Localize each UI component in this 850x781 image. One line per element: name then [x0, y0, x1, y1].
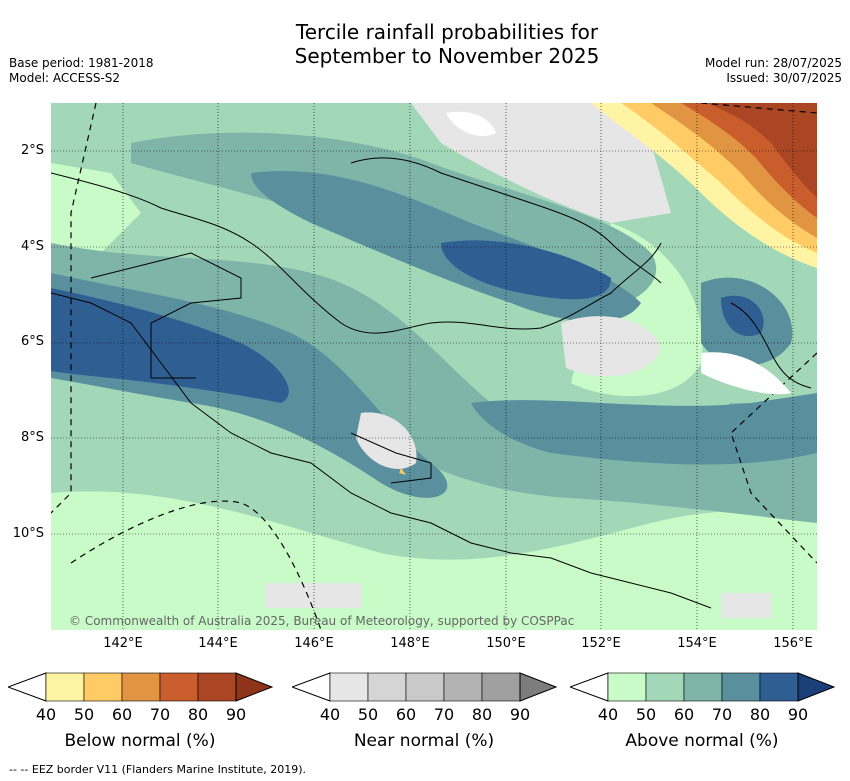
colorbar-below-normal — [8, 672, 274, 702]
lat-label-6s: 6°S — [20, 334, 44, 349]
lat-label-2s: 2°S — [20, 143, 44, 158]
region-near-40-southeast — [721, 593, 771, 618]
above-tick-40: 40 — [597, 705, 619, 724]
above-tick-80: 80 — [749, 705, 771, 724]
title-line-2: September to November 2025 — [294, 44, 600, 68]
grid-lines — [51, 103, 817, 630]
near-normal-title: Near normal (%) — [353, 731, 495, 751]
below-tick-70: 70 — [149, 705, 171, 724]
metadata-left: Base period: 1981-2018 Model: ACCESS-S2 — [9, 56, 154, 86]
lon-label-156e: 156°E — [773, 636, 813, 651]
near-tick-70: 70 — [433, 705, 455, 724]
region-above-80-north — [441, 240, 611, 300]
near-normal-gap-east — [701, 352, 791, 395]
model-run-date: Model run: 28/07/2025 — [704, 56, 842, 70]
near-tick-40: 40 — [319, 705, 341, 724]
coastlines — [51, 157, 812, 609]
title-line-1: Tercile rainfall probabilities for — [295, 20, 599, 44]
region-above-80-southwest — [51, 288, 289, 403]
region-above-40-west — [51, 163, 141, 263]
colorbar-above-normal — [570, 672, 836, 702]
below-normal-speck — [399, 468, 406, 475]
copyright-text: © Commonwealth of Australia 2025, Bureau… — [69, 614, 575, 628]
near-tick-60: 60 — [395, 705, 417, 724]
region-near-40-southwest — [266, 583, 361, 608]
below-tick-80: 80 — [187, 705, 209, 724]
map-title: Tercile rainfall probabilities for Septe… — [0, 20, 850, 68]
base-period: Base period: 1981-2018 — [9, 56, 154, 70]
metadata-right: Model run: 28/07/2025 Issued: 30/07/2025 — [705, 56, 842, 86]
model-name: Model: ACCESS-S2 — [9, 71, 121, 85]
lon-label-146e: 146°E — [294, 636, 334, 651]
above-normal-title: Above normal (%) — [625, 731, 779, 751]
region-above-40-south — [51, 491, 817, 630]
lon-label-144e: 144°E — [198, 636, 238, 651]
map-panel: © Commonwealth of Australia 2025, Bureau… — [51, 103, 817, 630]
region-above-70-east — [471, 393, 817, 465]
below-tick-50: 50 — [73, 705, 95, 724]
above-tick-90: 90 — [787, 705, 809, 724]
lon-label-152e: 152°E — [581, 636, 621, 651]
lat-label-10s: 10°S — [12, 526, 44, 541]
near-tick-90: 90 — [509, 705, 531, 724]
near-tick-50: 50 — [357, 705, 379, 724]
below-tick-90: 90 — [225, 705, 247, 724]
above-tick-70: 70 — [711, 705, 733, 724]
probability-map — [51, 103, 817, 630]
lat-label-4s: 4°S — [20, 239, 44, 254]
lon-label-142e: 142°E — [103, 636, 143, 651]
below-tick-60: 60 — [111, 705, 133, 724]
below-normal-title: Below normal (%) — [64, 731, 216, 751]
eez-footnote: -- -- EEZ border V11 (Flanders Marine In… — [9, 763, 307, 776]
lat-label-8s: 8°S — [20, 430, 44, 445]
lon-label-148e: 148°E — [390, 636, 430, 651]
region-above-80-bougainville — [721, 295, 764, 337]
above-tick-50: 50 — [635, 705, 657, 724]
lon-label-150e: 150°E — [486, 636, 526, 651]
region-near-40-east — [561, 316, 661, 377]
above-tick-60: 60 — [673, 705, 695, 724]
near-tick-80: 80 — [471, 705, 493, 724]
colorbar-near-normal — [292, 672, 558, 702]
issued-date: Issued: 30/07/2025 — [726, 71, 842, 85]
near-normal-gap-north — [446, 111, 496, 137]
region-below-80 — [706, 103, 817, 198]
lon-label-154e: 154°E — [677, 636, 717, 651]
below-tick-40: 40 — [35, 705, 57, 724]
